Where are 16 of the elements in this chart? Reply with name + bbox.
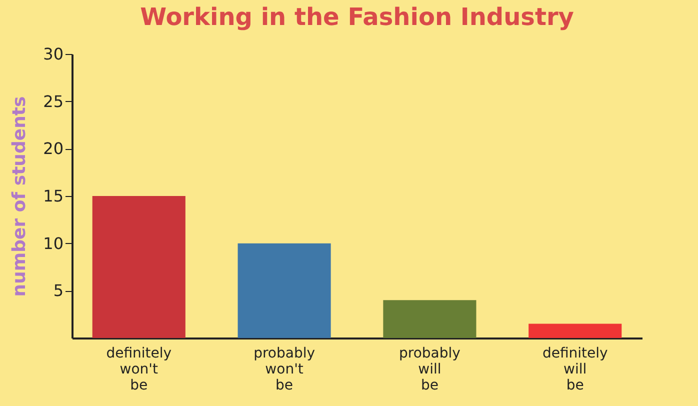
y-tick-label: 5 <box>53 281 64 300</box>
y-tick-label: 15 <box>43 186 64 206</box>
x-tick-label: probably won't be <box>254 346 316 394</box>
bar <box>238 243 331 338</box>
y-tick-label: 30 <box>43 44 64 64</box>
y-tick-label: 10 <box>43 234 64 253</box>
y-tick-label: 25 <box>43 92 64 111</box>
bar <box>383 300 476 338</box>
chart-title: Working in the Fashion Industry <box>140 3 574 31</box>
bar <box>528 324 622 338</box>
x-tick-label: definitely won't be <box>106 346 172 394</box>
x-tick-label: definitely will be <box>542 346 608 394</box>
y-tick-label: 20 <box>43 139 64 158</box>
x-tick-label: probably will be <box>398 346 460 394</box>
y-axis-title: number of students <box>9 96 30 297</box>
bar <box>92 196 186 338</box>
